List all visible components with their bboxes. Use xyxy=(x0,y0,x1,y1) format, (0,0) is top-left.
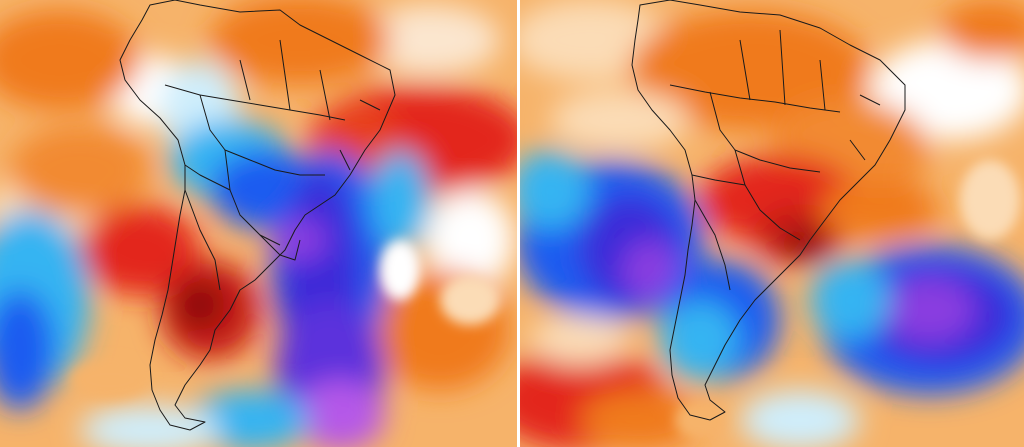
right-map-panel xyxy=(520,0,1024,447)
left-map-panel xyxy=(0,0,517,447)
left-anomaly-field xyxy=(0,0,517,447)
continent-outline xyxy=(631,0,906,421)
right-anomaly-field xyxy=(520,0,1024,447)
continent-outline xyxy=(119,0,396,431)
panel-divider xyxy=(517,0,520,447)
